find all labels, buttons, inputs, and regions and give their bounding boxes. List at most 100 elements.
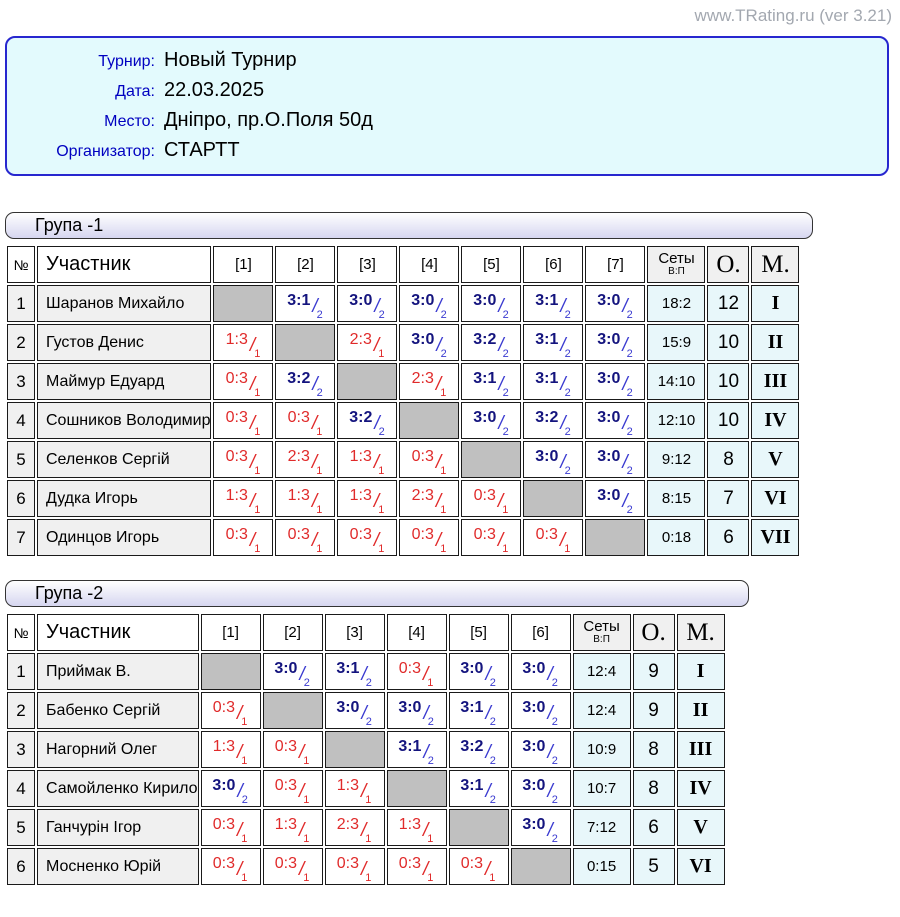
- col-header-match-2: [2]: [262, 614, 323, 651]
- date-label: Дата:: [115, 83, 155, 100]
- match-score: 3:0: [460, 659, 484, 677]
- match-points-value: 1: [427, 871, 434, 884]
- match-points-value: 1: [316, 425, 323, 438]
- row-number-cell: 5: [7, 809, 35, 846]
- participant-name-cell: Дудка Игорь: [37, 480, 212, 517]
- match-score: 0:3: [212, 854, 235, 872]
- match-points: /2: [498, 295, 509, 321]
- participant-row: 3 Нагорний Олег 1:3/1 0:3/1 3:1/2 3:2/2 3:0/2 1…: [7, 731, 725, 768]
- diagonal-cell: [200, 653, 261, 690]
- match-result-cell: 3:0/2: [510, 809, 571, 846]
- match-score: 0:3: [225, 525, 248, 543]
- match-score: 3:0: [597, 369, 621, 387]
- match-points-value: 2: [626, 425, 633, 438]
- match-points: /1: [237, 819, 248, 845]
- match-result-cell: 0:3/1: [262, 848, 323, 885]
- sets-total-cell: 7:12: [572, 809, 631, 846]
- points-cell: 9: [632, 653, 675, 690]
- match-points-value: 2: [626, 386, 633, 399]
- col-header-sets: Сеты В:П: [572, 614, 631, 651]
- match-points: /1: [311, 451, 323, 477]
- match-points-value: 2: [489, 754, 496, 767]
- diagonal-cell: [523, 480, 584, 517]
- match-points-value: 2: [564, 347, 571, 360]
- match-score: 0:3: [473, 486, 496, 504]
- participant-row: 4 Самойленко Кирило 3:0/2 0:3/1 1:3/1 3:1/2 3:…: [7, 770, 725, 807]
- match-result-cell: 3:1/2: [448, 692, 509, 729]
- diagonal-cell: [399, 402, 460, 439]
- match-points: /2: [622, 334, 633, 360]
- match-score: 0:3: [398, 854, 421, 872]
- group-2-section: Група -2 № Участник [1] [2] [3] [4] [5] [6] Сеты…: [0, 580, 900, 887]
- match-points: /2: [436, 295, 447, 321]
- match-result-cell: 3:0/2: [585, 285, 646, 322]
- match-result-cell: 3:0/2: [523, 441, 584, 478]
- match-result-cell: 3:0/2: [262, 653, 323, 690]
- row-number-cell: 3: [7, 363, 35, 400]
- match-score: 1:3: [287, 486, 310, 504]
- match-points-value: 1: [365, 871, 372, 884]
- match-points: /2: [560, 295, 571, 321]
- match-points: /2: [485, 663, 496, 689]
- place-cell: VI: [676, 848, 725, 885]
- match-result-cell: 3:1/2: [275, 285, 336, 322]
- match-result-cell: 0:3/1: [386, 848, 447, 885]
- match-result-cell: 0:3/1: [448, 848, 509, 885]
- match-score: 3:1: [535, 330, 559, 348]
- match-points: /1: [423, 858, 434, 884]
- place-cell: III: [676, 731, 725, 768]
- match-score: 0:3: [287, 525, 310, 543]
- match-points-value: 2: [626, 308, 633, 321]
- match-points-value: 1: [365, 832, 372, 845]
- participant-row: 2 Бабенко Сергій 0:3/1 3:0/2 3:0/2 3:1/2 3:0/2…: [7, 692, 725, 729]
- match-result-cell: 3:0/2: [510, 653, 571, 690]
- info-row-organizer: Организатор: СТАРТТ: [7, 136, 887, 166]
- sets-total-cell: 9:12: [647, 441, 706, 478]
- match-result-cell: 1:3/1: [213, 324, 274, 361]
- col-header-points: О.: [632, 614, 675, 651]
- match-score: 3:1: [535, 291, 559, 309]
- match-points: /2: [560, 373, 571, 399]
- match-points-value: 1: [254, 425, 261, 438]
- participant-name-cell: Сошников Володимир: [37, 402, 212, 439]
- match-result-cell: 0:3/1: [399, 519, 460, 556]
- match-score: 0:3: [535, 525, 558, 543]
- col-header-match-4: [4]: [399, 246, 460, 283]
- match-result-cell: 3:1/2: [523, 324, 584, 361]
- match-points: /2: [237, 780, 248, 806]
- points-cell: 10: [707, 324, 750, 361]
- match-result-cell: 0:3/1: [213, 363, 274, 400]
- match-score: 3:0: [473, 291, 497, 309]
- match-points: /2: [547, 702, 558, 728]
- row-number-cell: 6: [7, 480, 35, 517]
- match-score: 3:1: [460, 776, 484, 794]
- match-points-value: 1: [489, 871, 496, 884]
- match-points-value: 1: [316, 542, 323, 555]
- match-points-value: 2: [378, 425, 385, 438]
- group-1-title: Група -1: [35, 215, 104, 235]
- match-result-cell: 3:0/2: [461, 285, 522, 322]
- match-result-cell: 3:2/2: [275, 363, 336, 400]
- match-points: /1: [497, 490, 509, 516]
- match-points: /1: [423, 663, 434, 689]
- match-points-value: 2: [378, 308, 385, 321]
- match-score: 0:3: [398, 659, 421, 677]
- table-header-row: № Участник [1] [2] [3] [4] [5] [6] Сеты В:П О. М.: [7, 614, 725, 651]
- diagonal-cell: [213, 285, 274, 322]
- match-points: /2: [485, 702, 496, 728]
- match-result-cell: 1:3/1: [337, 441, 398, 478]
- match-points: /1: [311, 529, 323, 555]
- match-points-value: 1: [254, 503, 261, 516]
- match-result-cell: 0:3/1: [200, 809, 261, 846]
- match-result-cell: 3:2/2: [461, 324, 522, 361]
- match-points-value: 2: [489, 715, 496, 728]
- col-header-number: №: [7, 614, 35, 651]
- group-1-results-table: № Участник [1] [2] [3] [4] [5] [6] [7] Сеты В:П О. М…: [5, 244, 802, 558]
- row-number-cell: 3: [7, 731, 35, 768]
- match-points: /2: [560, 412, 571, 438]
- match-result-cell: 1:3/1: [213, 480, 274, 517]
- match-score: 3:1: [535, 369, 559, 387]
- match-points: /1: [249, 373, 261, 399]
- place-value: Дніпро, пр.О.Поля 50д: [164, 109, 373, 131]
- match-result-cell: 1:3/1: [275, 480, 336, 517]
